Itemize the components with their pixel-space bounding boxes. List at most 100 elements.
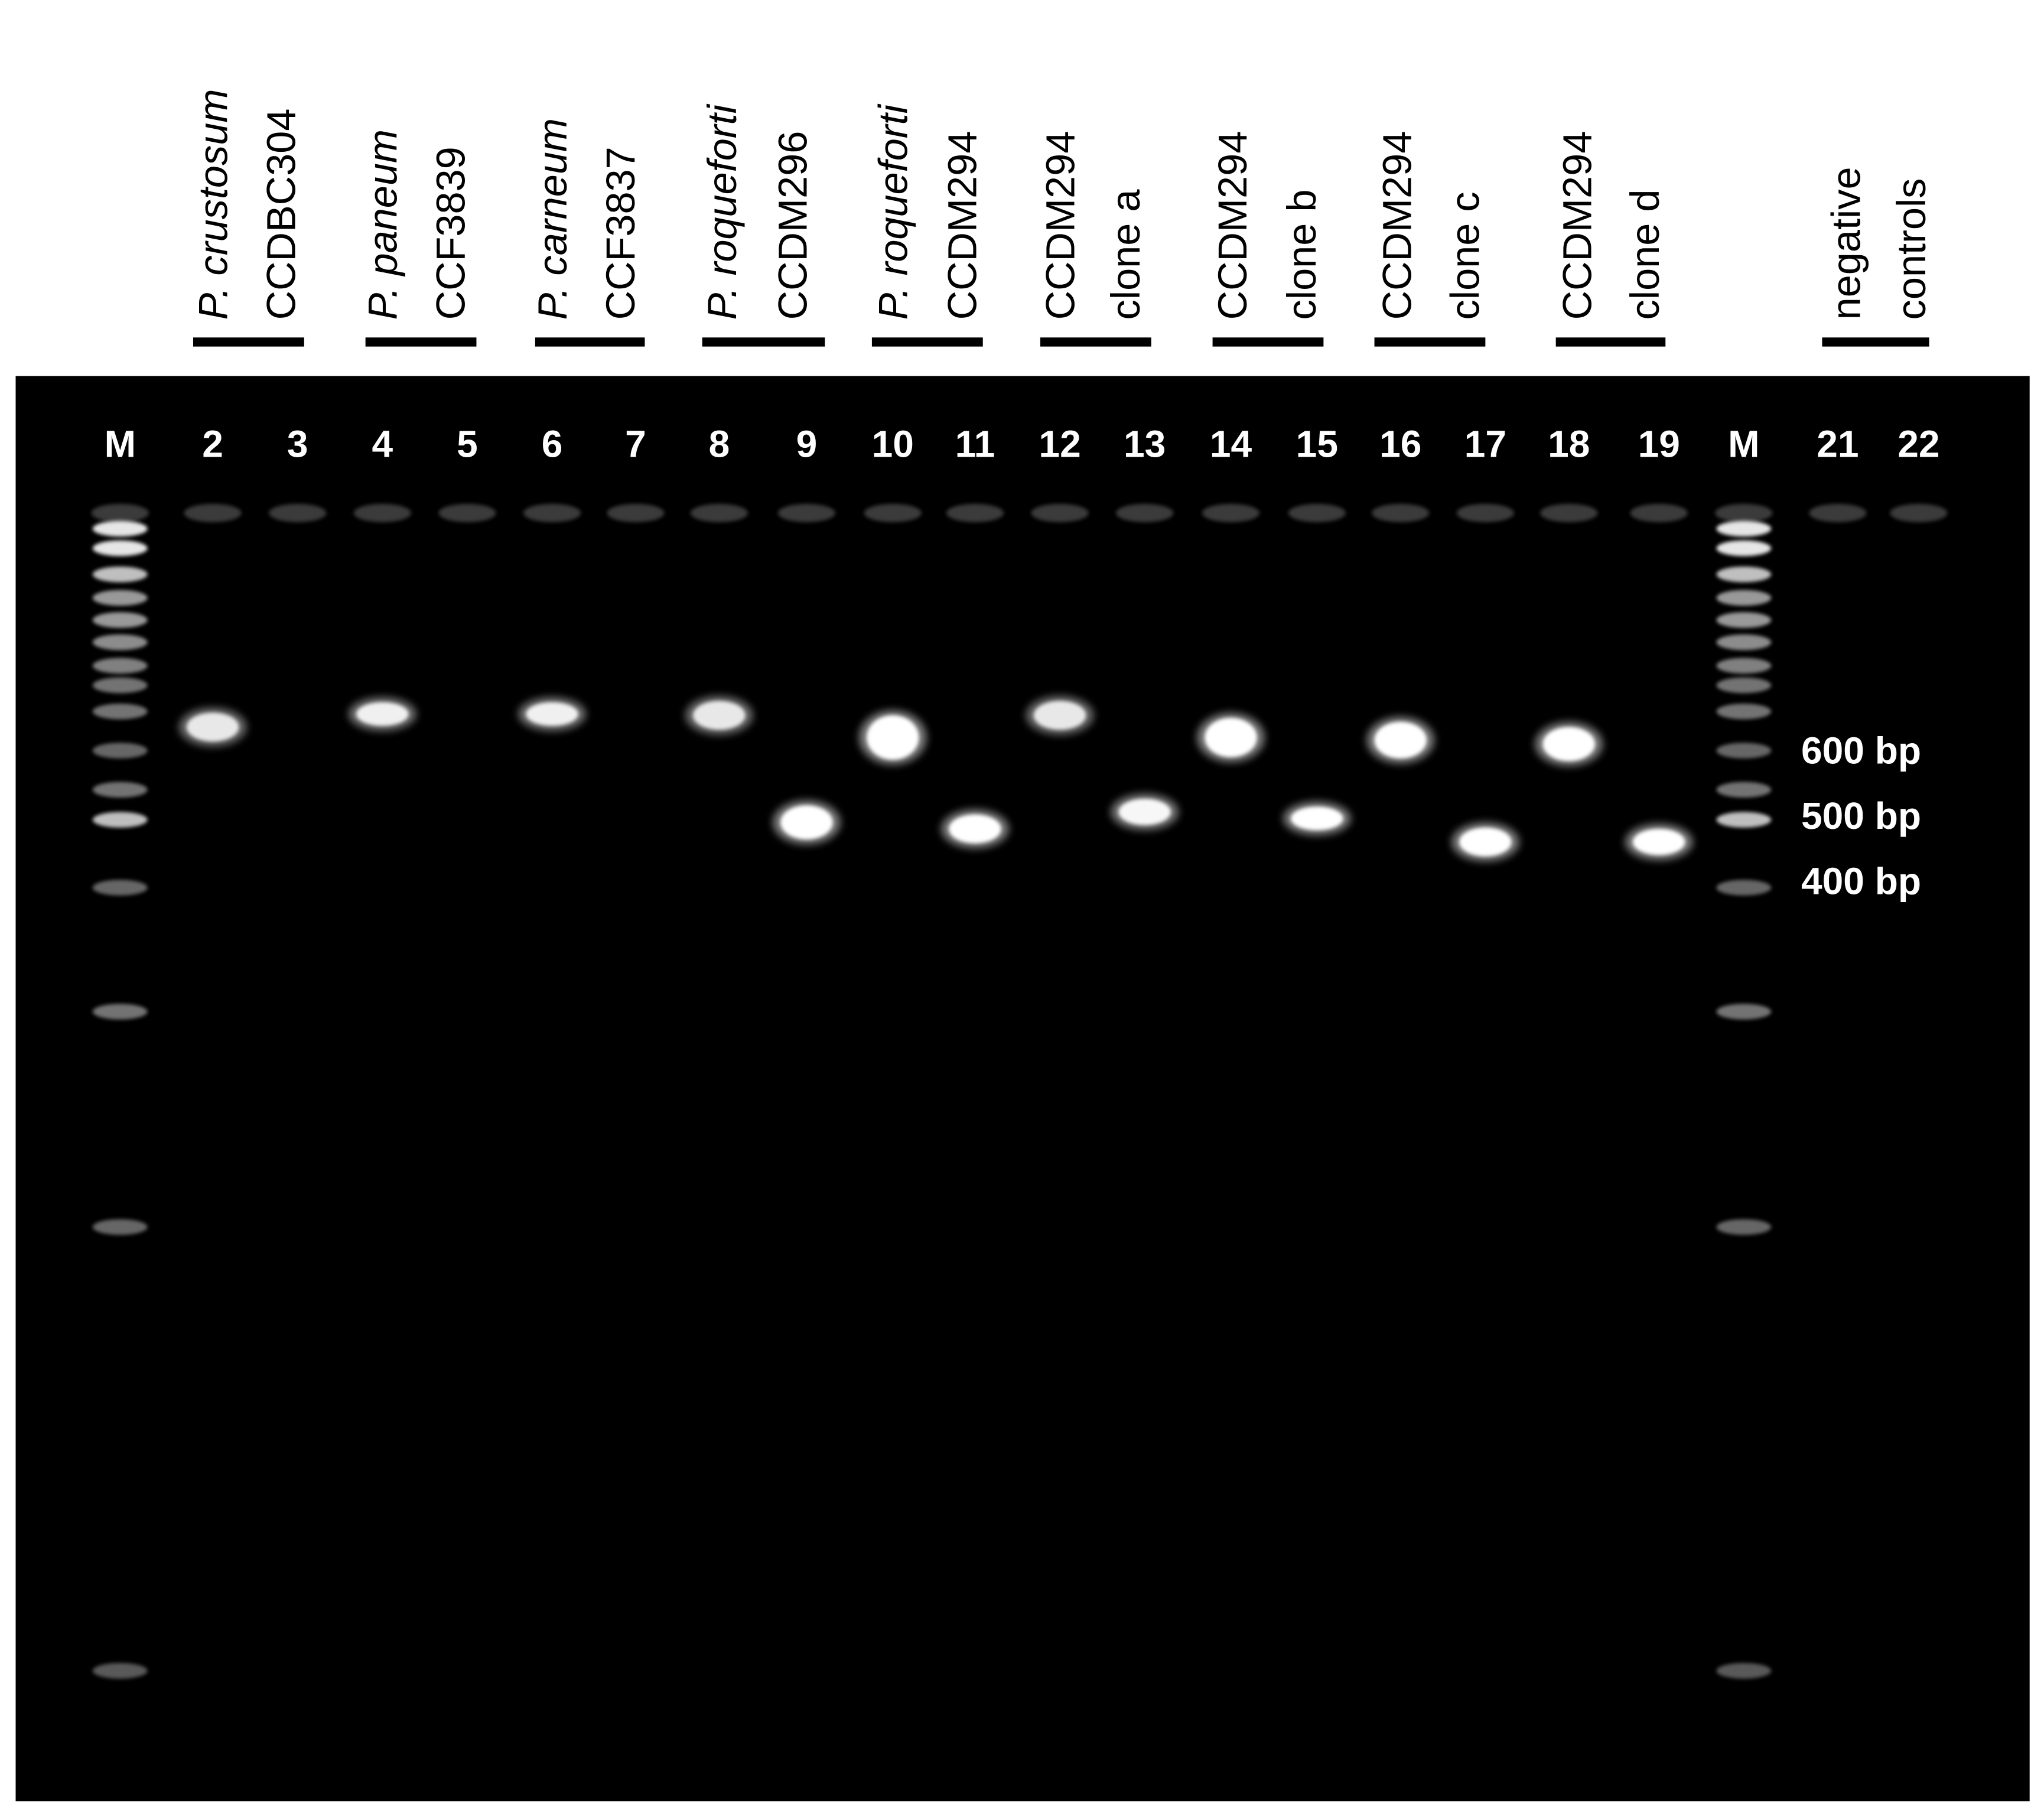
ladder-band: [92, 1662, 148, 1679]
band: [693, 701, 746, 730]
well: [777, 503, 836, 522]
lane-label: 6: [542, 422, 563, 465]
ladder-band: [92, 880, 148, 896]
lane-label: 10: [872, 422, 914, 465]
band: [1542, 727, 1595, 762]
ladder-band: [92, 1004, 148, 1020]
lane-label: 21: [1817, 422, 1859, 465]
bands: [91, 503, 1948, 1679]
lane-label: 15: [1296, 422, 1338, 465]
ladder-band: [1716, 743, 1772, 759]
well: [607, 503, 665, 522]
sample-label: CCDM294: [940, 131, 985, 320]
ladder-band: [1716, 812, 1772, 828]
lane-label: 2: [202, 422, 223, 465]
ladder-band: [92, 1219, 148, 1235]
lane-label: 19: [1638, 422, 1680, 465]
band: [526, 702, 578, 726]
well: [523, 503, 581, 522]
well: [1456, 503, 1514, 522]
lane-label: M: [105, 422, 136, 465]
lane-label: 11: [955, 422, 995, 465]
lane-label: 22: [1897, 422, 1939, 465]
ladder-band: [92, 634, 148, 650]
band: [1374, 721, 1427, 759]
sample-label: clone a: [1103, 189, 1148, 320]
sample-label: clone c: [1442, 191, 1488, 320]
ladder-band: [92, 743, 148, 759]
sample-label: CCDM294: [1037, 131, 1083, 320]
ladder-band: [92, 590, 148, 606]
lane-label: 7: [625, 422, 646, 465]
ladder-band: [92, 520, 148, 537]
lane-label: 4: [372, 422, 393, 465]
sample-label: P. paneum: [360, 129, 406, 320]
sample-label: CCF3837: [598, 147, 643, 320]
band: [780, 805, 833, 839]
well: [1288, 503, 1346, 522]
sample-label: CCDBC304: [258, 109, 304, 320]
lane-label: 17: [1464, 422, 1506, 465]
ladder-band: [1716, 1219, 1772, 1235]
band: [867, 715, 919, 760]
lane-label: 14: [1210, 422, 1252, 465]
ladder-band: [1716, 520, 1772, 537]
lane-label: M: [1728, 422, 1759, 465]
band: [949, 814, 1001, 844]
ladder-band: [92, 703, 148, 720]
size-marker: 500 bp: [1801, 795, 1921, 837]
ladder-band: [1716, 612, 1772, 628]
sample-label: CCDM294: [1374, 131, 1420, 320]
ladder-band: [1716, 782, 1772, 798]
well: [184, 503, 242, 522]
ladder-band: [1716, 590, 1772, 606]
ladder-band: [1716, 677, 1772, 694]
ladder-band: [92, 612, 148, 628]
well: [1715, 503, 1773, 522]
ladder-band: [1716, 566, 1772, 583]
sample-label: CCDM294: [1554, 131, 1600, 320]
ladder-band: [1716, 540, 1772, 557]
well: [1890, 503, 1948, 522]
well: [91, 503, 149, 522]
sample-label: P. roqueforti: [871, 103, 916, 320]
size-marker: 400 bp: [1801, 860, 1921, 903]
sample-label: clone d: [1622, 190, 1668, 320]
well: [946, 503, 1004, 522]
ladder-band: [1716, 1662, 1772, 1679]
well: [1202, 503, 1260, 522]
well: [1372, 503, 1430, 522]
sample-label: controls: [1889, 178, 1934, 320]
well: [1809, 503, 1867, 522]
ladder-band: [1716, 1004, 1772, 1020]
well: [353, 503, 411, 522]
well: [1630, 503, 1688, 522]
well: [690, 503, 748, 522]
well: [1540, 503, 1598, 522]
lane-label: 12: [1039, 422, 1080, 465]
well: [864, 503, 922, 522]
lane-label: 8: [709, 422, 730, 465]
ladder-band: [1716, 880, 1772, 896]
well: [1031, 503, 1089, 522]
ladder-band: [92, 812, 148, 828]
ladder-band: [1716, 634, 1772, 650]
sample-label: negative: [1823, 167, 1869, 320]
band: [1459, 827, 1512, 857]
ladder-band: [92, 658, 148, 674]
sample-label: CCF3839: [428, 147, 474, 320]
band: [1291, 806, 1343, 831]
ladder-band: [92, 540, 148, 557]
lane-label: 13: [1124, 422, 1166, 465]
gel: [15, 376, 2030, 1802]
lane-label: 9: [796, 422, 818, 465]
sample-label: P. roqueforti: [699, 103, 745, 320]
ladder-band: [1716, 658, 1772, 674]
band: [1633, 829, 1685, 855]
band: [1118, 799, 1171, 825]
band: [1205, 718, 1257, 757]
sample-label: clone b: [1279, 190, 1324, 320]
band: [186, 712, 239, 742]
